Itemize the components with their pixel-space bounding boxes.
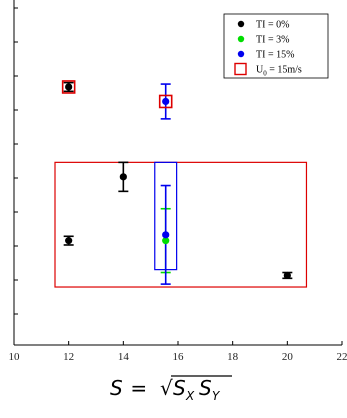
formula-term1-sub: X <box>185 389 195 403</box>
highlight-region <box>54 161 308 288</box>
legend-item: TI = 0% <box>237 20 289 31</box>
data-point <box>65 237 73 245</box>
legend-marker <box>237 50 245 58</box>
legend-label: TI = 15% <box>256 50 294 61</box>
highlight-marker <box>61 80 76 94</box>
data-point <box>162 237 170 245</box>
x-tick-label: 16 <box>173 351 185 363</box>
data-point <box>65 83 73 91</box>
formula-term2: S <box>199 376 212 400</box>
data-point <box>119 173 127 181</box>
legend: TI = 0% TI = 3% TI = 15% U0 = 15m/s <box>223 13 329 79</box>
formula-term1: S <box>173 376 186 400</box>
highlight-marker <box>158 94 173 109</box>
legend-marker <box>237 35 245 43</box>
x-tick-label: 10 <box>9 351 21 363</box>
legend-item: U0 = 15m/s <box>234 62 302 78</box>
formula: S = √ S X S Y <box>110 375 232 403</box>
data-point <box>162 97 170 106</box>
data-point <box>283 271 291 280</box>
x-tick-label: 12 <box>63 351 74 363</box>
formula-radical: √ <box>160 376 173 400</box>
formula-equals: = <box>124 376 153 400</box>
highlight-regions <box>54 161 308 288</box>
formula-lhs: S <box>110 376 123 400</box>
x-tick-label: 14 <box>118 351 130 363</box>
legend-label: TI = 0% <box>256 20 289 31</box>
legend-item: TI = 15% <box>237 50 294 61</box>
legend-label: TI = 3% <box>256 35 289 46</box>
highlight-markers <box>61 80 173 109</box>
legend-marker <box>234 62 247 76</box>
x-tick-label: 22 <box>337 351 347 363</box>
plot-axes <box>13 0 343 346</box>
x-tick-labels: 10 12 14 16 18 20 22 <box>9 351 347 363</box>
formula-term2-sub: Y <box>212 389 221 403</box>
legend-item: TI = 3% <box>237 35 289 46</box>
error-bars <box>63 81 293 285</box>
data-points <box>65 83 291 280</box>
data-point <box>162 231 170 239</box>
legend-marker <box>237 20 245 28</box>
x-tick-label: 18 <box>227 351 239 363</box>
x-tick-label: 20 <box>282 351 294 363</box>
legend-label: U0 = 15m/s <box>256 65 302 78</box>
